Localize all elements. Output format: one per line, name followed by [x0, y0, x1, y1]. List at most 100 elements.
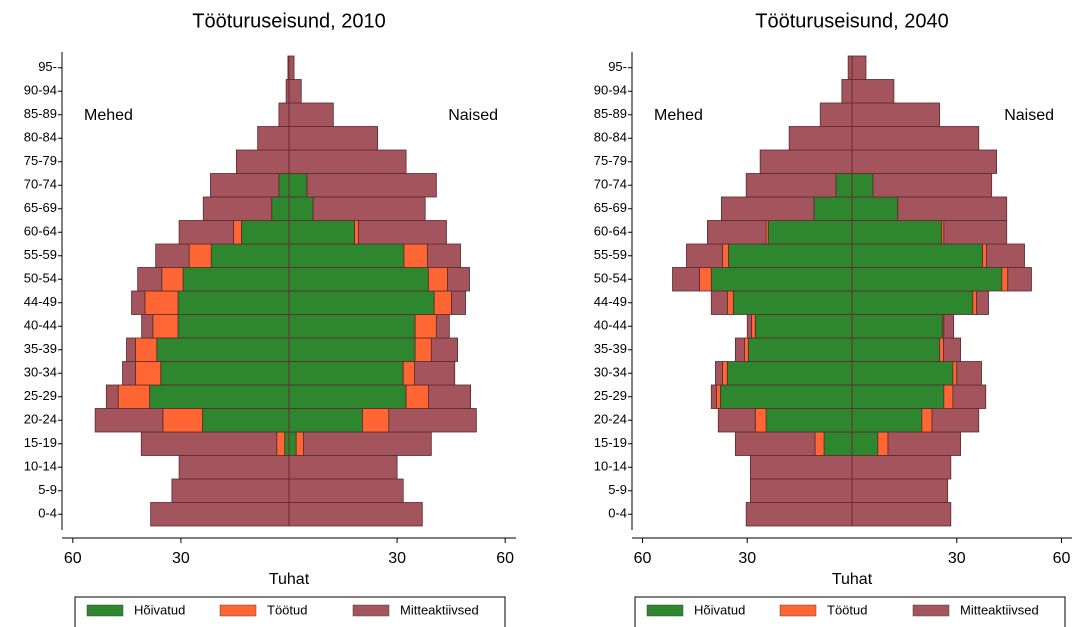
y-tick-label: 55-59	[594, 247, 627, 262]
bar	[814, 431, 825, 456]
bar	[150, 502, 290, 527]
y-tick-label: 65-69	[24, 200, 57, 215]
bar	[414, 314, 437, 339]
bar	[284, 431, 290, 456]
y-tick-label: 60-64	[594, 224, 627, 239]
bar	[872, 173, 993, 198]
y-tick-label: 50-54	[594, 271, 627, 286]
bar	[122, 361, 136, 386]
bar	[943, 314, 955, 339]
bar	[759, 149, 853, 174]
y-tick-label: 15-19	[24, 435, 57, 450]
y-tick-label: 80-84	[594, 130, 627, 145]
y-tick-label: 50-54	[24, 271, 57, 286]
bar	[851, 408, 923, 433]
bar	[943, 337, 962, 362]
y-tick-label: 75-79	[24, 153, 57, 168]
bar	[288, 55, 295, 80]
bar	[819, 102, 853, 127]
bar	[388, 408, 477, 433]
legend-box	[74, 596, 506, 627]
legend-label: Mitteaktiivsed	[400, 602, 479, 617]
bar	[976, 290, 989, 315]
y-tick-label: 75-79	[594, 153, 627, 168]
bar	[188, 243, 212, 268]
bar	[149, 384, 290, 409]
bar	[428, 384, 472, 409]
bar	[754, 408, 767, 433]
bar	[160, 361, 290, 386]
bar	[161, 267, 184, 292]
bar	[851, 126, 980, 151]
side-label: Mehed	[654, 107, 703, 124]
bar	[288, 220, 355, 245]
bar	[177, 290, 290, 315]
bar	[672, 267, 700, 292]
y-tick-label: 60-64	[24, 224, 57, 239]
legend-label: Töötud	[827, 602, 867, 617]
bar	[986, 243, 1025, 268]
bar	[715, 361, 723, 386]
bar	[722, 243, 729, 268]
bar	[1001, 267, 1009, 292]
legend-label: Hõivatud	[134, 602, 185, 617]
bar	[851, 478, 949, 503]
legend-swatch	[912, 604, 950, 617]
bar	[707, 220, 767, 245]
y-tick-label: 0-4	[38, 506, 57, 521]
bar	[972, 290, 978, 315]
bar	[749, 478, 853, 503]
bar	[851, 337, 941, 362]
bar	[288, 431, 297, 456]
bar	[362, 408, 390, 433]
bar	[851, 267, 1003, 292]
bar	[288, 478, 404, 503]
bar	[435, 314, 450, 339]
bar	[295, 431, 304, 456]
bar	[178, 455, 290, 480]
bar	[182, 267, 290, 292]
bar	[726, 361, 853, 386]
legend-swatch	[779, 604, 817, 617]
bar	[288, 455, 398, 480]
y-tick-label: 25-29	[594, 388, 627, 403]
bar	[710, 384, 717, 409]
bar	[788, 126, 853, 151]
bar	[271, 196, 290, 221]
bar	[722, 361, 728, 386]
bar	[235, 149, 290, 174]
bar	[162, 408, 203, 433]
bar	[851, 431, 879, 456]
bar	[931, 408, 980, 433]
bar	[233, 220, 242, 245]
bar	[140, 431, 278, 456]
bar	[144, 290, 179, 315]
bar	[745, 173, 837, 198]
bar	[278, 173, 290, 198]
bar	[720, 196, 815, 221]
bar	[744, 337, 749, 362]
bar	[210, 243, 290, 268]
bar	[288, 267, 429, 292]
bar	[135, 337, 158, 362]
bar	[943, 220, 1008, 245]
bar	[956, 361, 982, 386]
x-tick-label: 30	[948, 550, 966, 567]
bar	[686, 243, 723, 268]
bar	[698, 267, 712, 292]
bar	[1007, 267, 1032, 292]
bar	[202, 196, 273, 221]
bar	[117, 384, 150, 409]
bar	[430, 337, 459, 362]
bar	[851, 243, 984, 268]
bar	[851, 314, 944, 339]
bar	[288, 290, 435, 315]
y-tick-label: 95-	[38, 59, 57, 74]
bar	[767, 220, 853, 245]
bar	[877, 431, 889, 456]
bar	[851, 455, 952, 480]
side-label: Naised	[448, 107, 498, 124]
y-tick-label: 85-89	[594, 106, 627, 121]
bar	[734, 431, 816, 456]
